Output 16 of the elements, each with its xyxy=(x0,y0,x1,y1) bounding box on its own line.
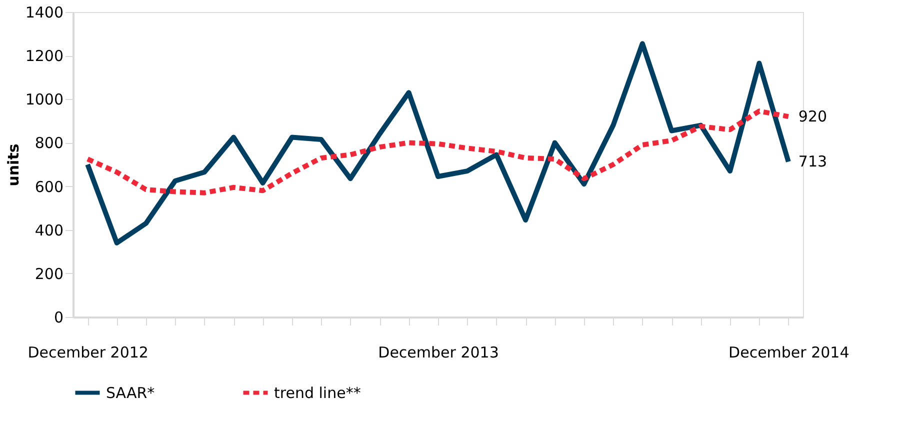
y-tick-label: 600 xyxy=(34,178,64,196)
x-tick-label: December 2013 xyxy=(378,344,499,362)
x-tick-label: December 2014 xyxy=(728,344,850,362)
y-tick-label: 200 xyxy=(34,264,64,283)
y-tick-label: 1200 xyxy=(25,47,64,66)
y-tick-label: 1400 xyxy=(25,4,64,22)
y-tick-label: 800 xyxy=(34,134,64,152)
y-tick-label: 1000 xyxy=(25,90,64,109)
data-label: 713 xyxy=(798,152,828,171)
data-label: 920 xyxy=(798,108,828,126)
legend-label: SAAR* xyxy=(106,384,156,402)
y-tick-label: 0 xyxy=(54,308,64,326)
y-tick-label: 400 xyxy=(34,221,64,240)
legend-label: trend line** xyxy=(274,384,362,402)
x-tick-label: December 2012 xyxy=(28,344,148,362)
y-axis-title: units xyxy=(4,144,22,186)
